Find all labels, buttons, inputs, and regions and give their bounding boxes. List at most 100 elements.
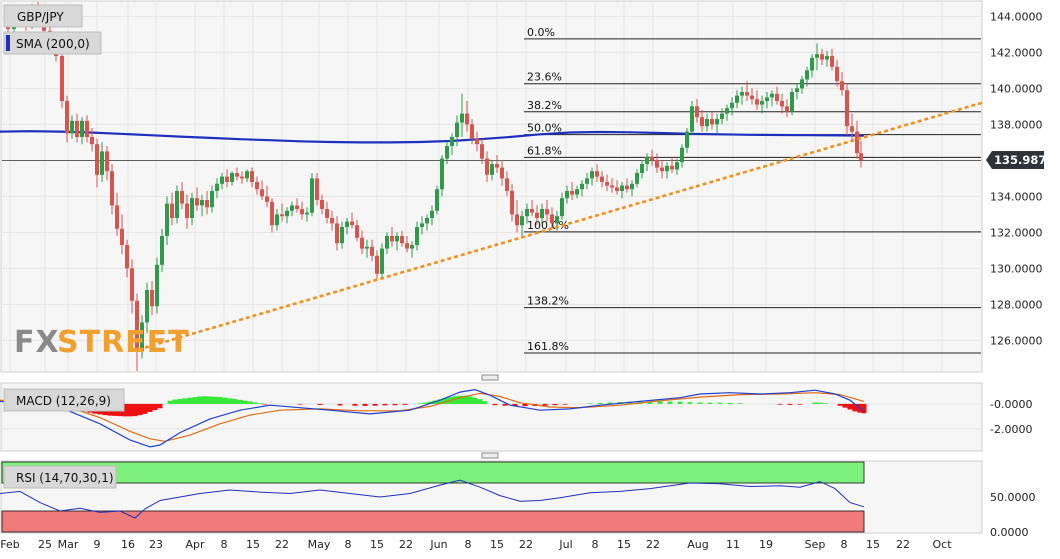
macd-hist-bar: [587, 403, 593, 404]
macd-hist-bar: [122, 403, 128, 417]
rsi-label-box[interactable]: [3, 465, 117, 489]
y-tick-label: 142.0000: [990, 46, 1043, 59]
candle-body: [525, 209, 529, 217]
macd-hist-bar: [492, 403, 498, 406]
candle-body: [345, 221, 349, 227]
candle-body: [555, 216, 559, 224]
candle-body: [240, 176, 244, 179]
macd-hist-bar: [542, 403, 548, 406]
candle: [460, 93, 464, 137]
candle: [200, 194, 204, 217]
candle-body: [395, 236, 399, 242]
macd-hist-bar: [352, 403, 358, 406]
candle: [485, 151, 489, 182]
trendline[interactable]: [144, 101, 983, 349]
candle: [270, 198, 274, 233]
macd-hist-bar: [187, 397, 193, 404]
symbol-label-box[interactable]: [3, 4, 83, 28]
candle: [230, 171, 234, 186]
candle: [225, 169, 229, 188]
candle-body: [300, 209, 304, 215]
candle: [580, 180, 584, 197]
candle-body: [215, 183, 219, 191]
candle: [730, 97, 734, 116]
candle: [520, 210, 524, 236]
candle-body: [785, 106, 789, 112]
macd-hist-bar: [177, 398, 183, 404]
x-tick-label: 23: [149, 538, 163, 551]
candle: [550, 207, 554, 229]
rsi-pane-resize-handle[interactable]: [481, 452, 499, 459]
candle: [345, 218, 349, 235]
candle: [515, 200, 519, 233]
macd-hist-bar: [512, 403, 518, 407]
macd-hist-bar: [257, 403, 263, 404]
main-pane[interactable]: [0, 0, 983, 373]
candle-body: [195, 198, 199, 206]
candle: [65, 95, 69, 143]
x-tick-label: 15: [617, 538, 631, 551]
candle-body: [325, 209, 329, 218]
candle: [395, 232, 399, 251]
macd-label-box[interactable]: [3, 388, 125, 412]
sma-label-box[interactable]: [3, 31, 102, 55]
candle-body: [685, 131, 689, 148]
candle-body: [705, 119, 709, 127]
macd-pane-resize-handle[interactable]: [481, 374, 499, 381]
macd-hist-bar: [597, 402, 603, 404]
candle: [420, 216, 424, 235]
candle: [635, 169, 639, 188]
candle-body: [435, 189, 439, 211]
macd-hist-bar: [797, 403, 803, 405]
macd-hist-bar: [127, 403, 133, 417]
candle-body: [95, 144, 99, 175]
macd-hist-bar: [727, 402, 733, 404]
candle-body: [815, 54, 819, 58]
candle: [715, 113, 719, 134]
macd-pane[interactable]: [0, 382, 983, 452]
candle: [500, 160, 504, 186]
fxstreet-watermark: FX STREET: [14, 325, 189, 360]
x-tick-label: May: [308, 538, 331, 551]
candle-body: [85, 120, 89, 137]
candle: [425, 214, 429, 231]
candle: [825, 50, 829, 67]
macd-hist-bar: [457, 395, 463, 404]
candle: [585, 173, 589, 190]
rsi-oversold-band: [1, 510, 865, 533]
candle: [60, 52, 64, 109]
candle-body: [585, 178, 589, 184]
candle: [570, 182, 574, 200]
candle-body: [170, 203, 174, 218]
candle: [110, 164, 114, 215]
macd-hist-bar: [837, 403, 843, 406]
candle: [405, 236, 409, 253]
candle: [675, 158, 679, 175]
candle-body: [810, 57, 814, 71]
candle-body: [460, 113, 464, 123]
candle: [180, 182, 184, 209]
macd-hist-bar: [562, 403, 568, 405]
candle: [115, 192, 119, 236]
time-axis: Feb 25 Mar 9 16 23 Apr 8 15 22 May 8 15 22 Jun 8 15 22 Jul…: [0, 538, 952, 551]
candle: [375, 250, 379, 280]
candle: [90, 128, 94, 152]
sma-legend-swatch: [6, 35, 10, 51]
candle-body: [490, 164, 494, 175]
y-tick-label: 130.0000: [990, 262, 1043, 275]
macd-hist-bar: [317, 403, 323, 405]
candle: [530, 200, 534, 217]
candle-body: [765, 97, 769, 101]
macd-lines: [0, 388, 865, 448]
current-price: 135.9870: [994, 153, 1054, 167]
candle: [430, 205, 434, 226]
candlesticks: [6, 2, 863, 371]
macd-hist-bar: [812, 402, 818, 404]
candle-body: [830, 56, 834, 67]
candle: [725, 104, 729, 121]
candle: [830, 48, 834, 71]
candle-body: [760, 101, 764, 105]
x-tick-label: Jun: [429, 538, 447, 551]
candle: [610, 178, 614, 193]
macd-hist-bar: [392, 403, 398, 406]
